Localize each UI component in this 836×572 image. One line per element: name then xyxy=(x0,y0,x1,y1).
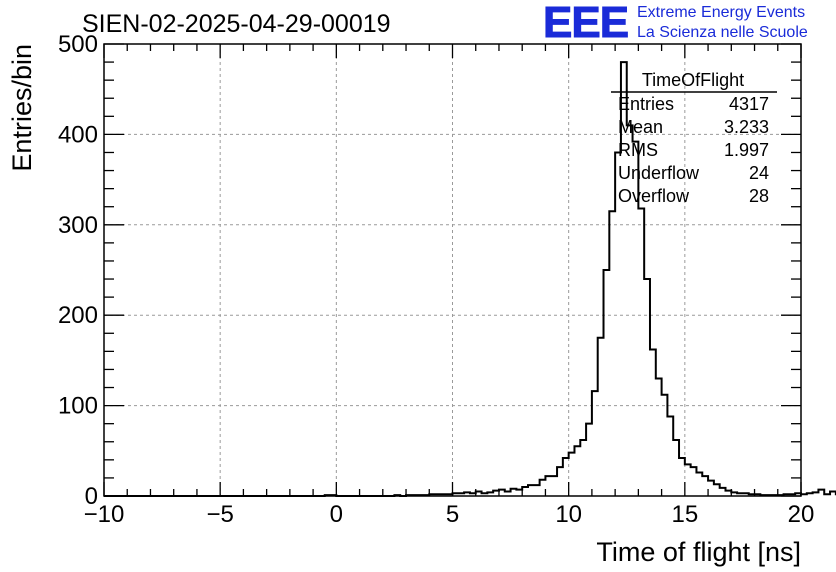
axis-ticks xyxy=(103,43,802,497)
stats-label-underflow: Underflow xyxy=(618,163,700,183)
histogram-bin xyxy=(569,453,575,496)
x-tick-label: 15 xyxy=(671,501,698,528)
y-tick-label: 200 xyxy=(58,302,98,329)
x-tick-label: −5 xyxy=(206,501,233,528)
histogram-bin xyxy=(580,440,586,496)
stats-value-underflow: 24 xyxy=(749,163,769,183)
y-tick-label: 0 xyxy=(85,483,98,510)
x-tick-label: 10 xyxy=(555,501,582,528)
stats-label-overflow: Overflow xyxy=(618,186,690,206)
stats-label-mean: Mean xyxy=(618,117,663,137)
histogram-bin xyxy=(656,378,662,496)
stats-value-overflow: 28 xyxy=(749,186,769,206)
y-tick-label: 100 xyxy=(58,393,98,420)
stats-box: TimeOfFlight Entries 4317 Mean 3.233 RMS… xyxy=(611,70,777,206)
y-axis-label: Entries/bin xyxy=(7,44,37,172)
stats-label-rms: RMS xyxy=(618,140,658,160)
chart-title: SIEN-02-2025-04-29-00019 xyxy=(82,10,391,38)
histogram-bin xyxy=(685,464,691,496)
stats-value-mean: 3.233 xyxy=(724,117,769,137)
y-tick-labels: 0 100 200 300 400 500 xyxy=(58,31,98,510)
x-tick-label: 0 xyxy=(330,501,343,528)
x-tick-labels: −10 −5 0 5 10 15 20 xyxy=(84,501,815,528)
histogram-bin xyxy=(574,446,580,496)
x-tick-label: 5 xyxy=(446,501,459,528)
logo-tagline-english: Extreme Energy Events xyxy=(637,4,806,21)
y-tick-label: 300 xyxy=(58,212,98,239)
stats-box-title: TimeOfFlight xyxy=(642,70,744,90)
grid-lines xyxy=(104,44,801,496)
histogram-bin xyxy=(534,485,540,496)
histogram-bin xyxy=(551,476,557,496)
x-tick-label: 20 xyxy=(788,501,815,528)
logo-tagline-italian: La Scienza nelle Scuole xyxy=(637,24,808,41)
y-tick-label: 500 xyxy=(58,31,98,58)
y-tick-label: 400 xyxy=(58,121,98,148)
eee-logo: EEE xyxy=(542,0,629,47)
x-tick-label: −10 xyxy=(84,501,125,528)
stats-value-rms: 1.997 xyxy=(724,140,769,160)
stats-label-entries: Entries xyxy=(618,94,674,114)
stats-value-entries: 4317 xyxy=(729,94,769,114)
x-axis-label: Time of flight [ns] xyxy=(596,537,801,567)
